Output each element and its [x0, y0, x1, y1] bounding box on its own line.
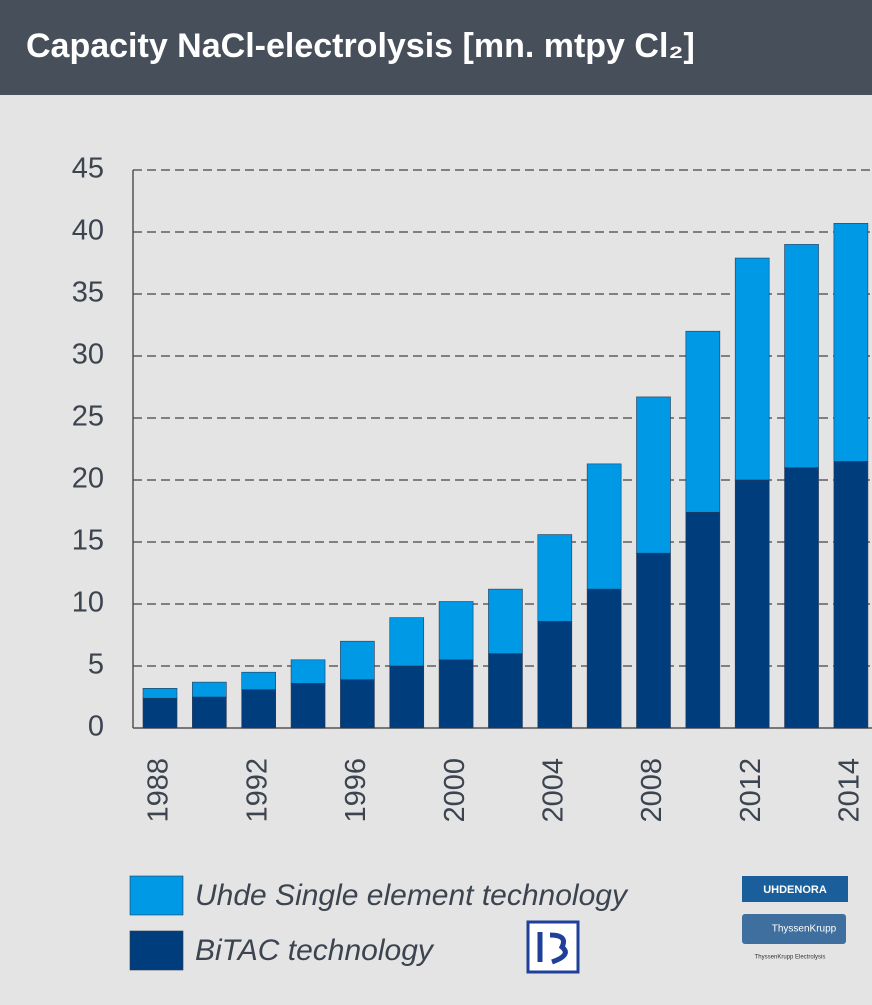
- y-tick-label: 15: [72, 525, 104, 557]
- bar-segment: [488, 653, 523, 729]
- bar-segment: [340, 679, 375, 729]
- y-tick-label: 10: [72, 587, 104, 619]
- bar-segment: [784, 467, 819, 729]
- legend-swatch: [129, 930, 184, 971]
- bar-segment: [537, 534, 573, 622]
- bar-segment: [734, 479, 770, 729]
- x-tick-label: 2004: [537, 758, 569, 823]
- legend-label: Uhde Single element technology: [195, 879, 629, 912]
- logo-caption: ThyssenKrupp Electrolysis: [755, 955, 826, 961]
- x-tick-label: 1988: [143, 758, 175, 823]
- bar-segment: [241, 671, 276, 690]
- bar-segment: [389, 617, 425, 667]
- bar-segment: [586, 463, 622, 590]
- bar-segment: [537, 621, 573, 729]
- logo-thyssenkrupp: ThyssenKrupp ThyssenKrupp Electrolysis: [742, 914, 846, 961]
- legend-label: BiTAC technology: [195, 934, 435, 967]
- y-tick-label: 5: [88, 649, 104, 681]
- x-tick-label: 2014: [834, 758, 866, 823]
- legend-swatch: [129, 875, 184, 916]
- bar-segment: [192, 681, 227, 698]
- y-tick-label: 35: [72, 277, 104, 309]
- logo-uhdenora: UHDENORA: [742, 876, 848, 902]
- x-tick-label: 1992: [241, 758, 273, 823]
- chart-title: Capacity NaCl-electrolysis [mn. mtpy Cl₂…: [26, 27, 695, 65]
- x-tick-label: 1996: [340, 758, 372, 823]
- y-tick-label: 20: [72, 463, 104, 495]
- y-tick-label: 0: [88, 711, 104, 743]
- logo-text: UHDENORA: [763, 884, 827, 896]
- bar-segment: [389, 665, 425, 729]
- bar-segment: [290, 659, 326, 684]
- bar-segment: [734, 257, 770, 481]
- bar-segment: [636, 552, 671, 729]
- bar-segment: [685, 511, 721, 729]
- bar-segment: [438, 659, 474, 729]
- x-tick-label: 2012: [735, 758, 767, 823]
- bar-segment: [784, 244, 819, 468]
- bar-segment: [586, 588, 622, 729]
- y-tick-label: 40: [72, 215, 104, 247]
- bar-segment: [340, 640, 375, 680]
- bar-segment: [488, 588, 523, 654]
- x-tick-label: 2008: [636, 758, 668, 823]
- x-tick-label: 2000: [439, 758, 471, 823]
- bar-segment: [192, 696, 227, 729]
- y-tick-label: 25: [72, 401, 104, 433]
- bar-segment: [636, 396, 671, 554]
- bar-segment: [833, 223, 869, 462]
- bar-segment: [142, 688, 178, 699]
- bar-segment: [685, 330, 721, 513]
- bar-segment: [833, 461, 869, 729]
- y-tick-label: 45: [72, 153, 104, 185]
- bar-segment: [142, 697, 178, 729]
- bar-segment: [290, 683, 326, 729]
- logo-bitac: [526, 920, 580, 974]
- logo-text: ThyssenKrupp: [772, 924, 837, 935]
- y-tick-label: 30: [72, 339, 104, 371]
- bar-segment: [241, 689, 276, 729]
- bar-segment: [438, 601, 474, 661]
- title-bar: [0, 0, 872, 95]
